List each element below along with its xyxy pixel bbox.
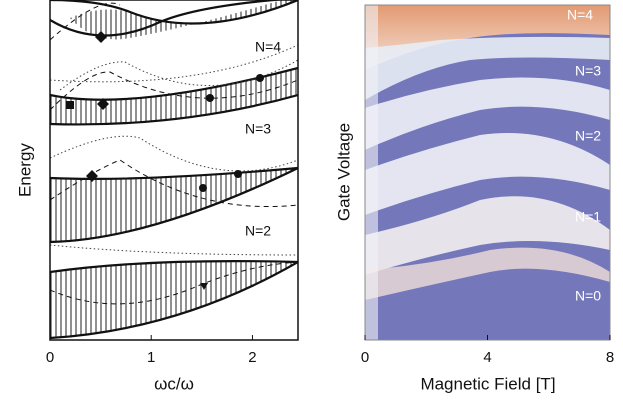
x-tick-label: 0 — [46, 349, 54, 366]
x-tick-label: 2 — [248, 349, 256, 366]
annotation: N=0 — [575, 288, 601, 304]
x-tick-label: 1 — [147, 349, 155, 366]
annotation: N=2 — [245, 223, 271, 239]
colormap — [365, 5, 610, 340]
left-frame — [49, 0, 299, 341]
schematic — [50, 0, 298, 340]
x-tick-label: 8 — [606, 349, 614, 366]
x-axis-label: ωc/ω — [154, 374, 194, 393]
y-axis-label: Energy — [15, 143, 34, 197]
x-tick-label: 0 — [361, 349, 369, 366]
annotation: N=1 — [575, 209, 601, 225]
x-tick-label: 4 — [483, 349, 491, 366]
annotation: N=4 — [567, 7, 593, 23]
annotation: N=3 — [245, 121, 271, 137]
x-axis-label: Magnetic Field [T] — [420, 374, 555, 393]
y-axis-label: Gate Voltage — [334, 123, 353, 221]
annotation: N=4 — [255, 39, 281, 55]
annotation: N=2 — [575, 128, 601, 144]
annotation: N=3 — [575, 63, 601, 79]
